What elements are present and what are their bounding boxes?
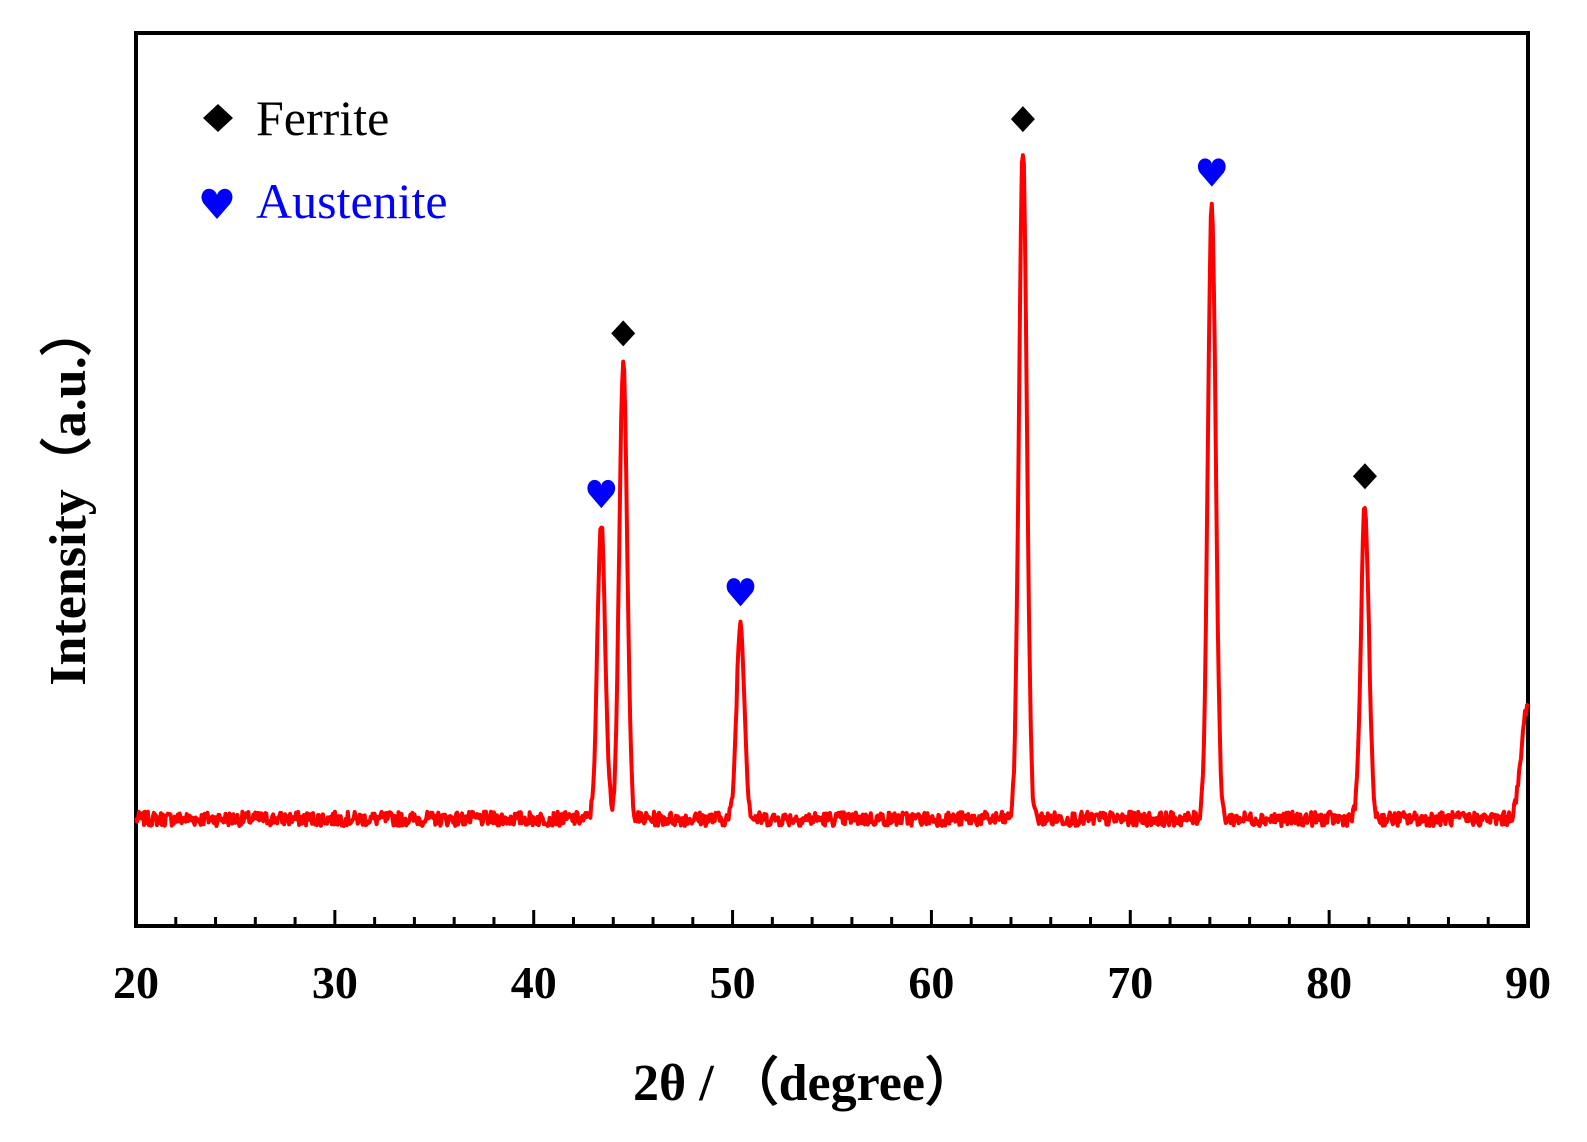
legend: Ferrite Austenite <box>201 90 448 229</box>
ferrite-diamond-marker <box>1352 463 1377 490</box>
ferrite-diamond-marker <box>1010 106 1035 133</box>
austenite-heart-marker <box>587 479 616 509</box>
x-tick-label: 40 <box>511 957 557 1008</box>
peak-markers <box>587 106 1377 607</box>
ferrite-diamond-marker <box>611 320 636 347</box>
austenite-heart-marker <box>726 578 755 607</box>
x-tick-label: 30 <box>312 957 358 1008</box>
x-axis-title: 2θ / （degree） <box>633 1054 977 1112</box>
x-axis-tick-labels: 20 30 40 50 60 70 80 90 <box>113 957 1551 1008</box>
x-tick-label: 80 <box>1306 957 1352 1008</box>
x-tick-label: 60 <box>908 957 954 1008</box>
legend-ferrite-marker-icon <box>203 104 233 132</box>
xrd-pattern-line <box>134 153 1530 828</box>
legend-austenite-marker-icon <box>201 188 233 219</box>
x-tick-label: 20 <box>113 957 159 1008</box>
y-axis-title: Intensity（a.u.） <box>39 304 97 685</box>
plot-frame <box>134 31 1530 928</box>
x-tick-label: 90 <box>1505 957 1551 1008</box>
x-tick-label: 50 <box>710 957 756 1008</box>
austenite-heart-marker <box>1197 158 1226 187</box>
x-tick-label: 70 <box>1107 957 1153 1008</box>
legend-ferrite-label: Ferrite <box>256 90 389 146</box>
legend-austenite-label: Austenite <box>256 173 448 229</box>
x-axis-ticks <box>134 910 1530 926</box>
